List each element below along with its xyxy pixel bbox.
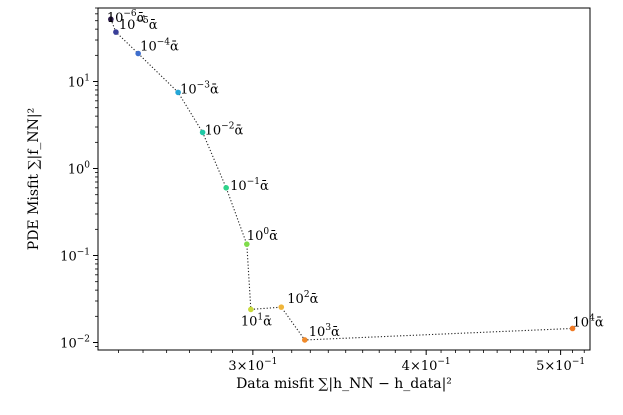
plot-frame [97,7,591,351]
data-point [223,185,229,191]
x-axis-label: Data misfit ∑|h_NN − h_data|² [236,376,452,392]
point-label: 10−1ᾱ [230,177,269,194]
point-label: 10−2ᾱ [205,121,244,138]
point-label: 101ᾱ [241,312,272,329]
point-label: 10−3ᾱ [180,80,219,97]
data-point [108,16,114,23]
y-tick-label: 10−1 [60,248,90,265]
point-label: 102ᾱ [287,290,318,307]
data-point [135,50,141,57]
data-point [175,89,181,96]
x-tick-label: 3×10−1 [228,357,277,374]
y-axis-label: PDE Misfit ∑|f_NN|² [26,108,42,250]
point-label: 100ᾱ [247,227,278,244]
data-point [569,325,576,332]
data-point [248,306,254,313]
data-point [113,29,119,35]
series-line [110,19,573,341]
point-label: 10−4ᾱ [140,37,179,54]
x-tick-label: 5×10−1 [536,357,585,374]
data-point [301,337,308,343]
axis-ticks: 10−2 10−1 100 101 3×10−1 4×10−1 5×10−1 [60,7,585,374]
point-label: 10−5ᾱ [119,16,158,33]
point-label: 103ᾱ [309,323,340,340]
data-point [244,241,250,247]
data-point [199,129,206,136]
y-tick-label: 10−2 [60,335,90,352]
y-tick-label: 100 [68,161,91,178]
point-label: 104ᾱ [573,313,604,330]
y-tick-label: 101 [68,74,90,91]
point-label: 10−6ᾱ [107,9,146,26]
data-point [278,304,285,310]
x-tick-label: 4×10−1 [402,357,451,374]
